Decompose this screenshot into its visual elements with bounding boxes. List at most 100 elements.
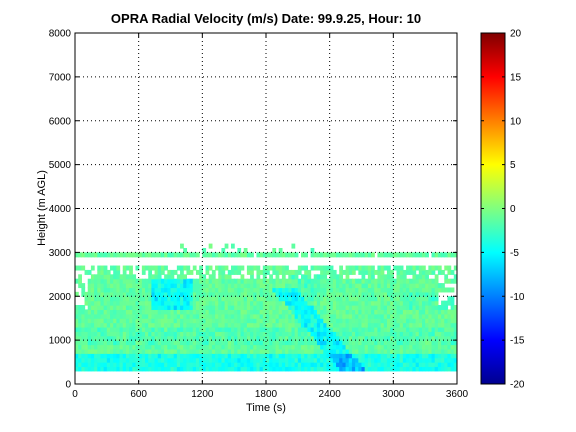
heatmap-cell: [176, 344, 181, 350]
heatmap-cell: [199, 305, 203, 311]
heatmap-cell: [250, 305, 254, 311]
heatmap-cell: [355, 283, 359, 289]
heatmap-cell: [301, 309, 305, 315]
heatmap-cell: [141, 269, 146, 275]
heatmap-cell: [259, 269, 264, 275]
heatmap-cell: [406, 340, 410, 346]
heatmap-cell: [342, 362, 347, 368]
heatmap-cell: [227, 274, 232, 280]
heatmap-cell: [253, 322, 258, 328]
heatmap-cell: [186, 278, 191, 284]
heatmap-cell: [291, 269, 296, 275]
heatmap-cell: [367, 326, 372, 332]
heatmap-cell: [437, 353, 442, 359]
heatmap-cell: [246, 305, 251, 311]
heatmap-cell: [211, 326, 216, 332]
heatmap-cell: [386, 296, 391, 302]
heatmap-cell: [402, 305, 407, 311]
heatmap-cell: [157, 278, 162, 284]
heatmap-cell: [240, 326, 245, 332]
heatmap-cell: [195, 287, 200, 293]
heatmap-cell: [444, 318, 449, 324]
heatmap-cell: [361, 283, 366, 289]
heatmap-cell: [431, 300, 436, 306]
heatmap-cell: [367, 283, 372, 289]
heatmap-cell: [262, 274, 267, 280]
heatmap-cell: [218, 305, 223, 311]
heatmap-cell: [230, 269, 235, 275]
heatmap-cell: [262, 335, 267, 341]
heatmap-cell: [145, 366, 149, 372]
heatmap-cell: [253, 265, 258, 271]
heatmap-cell: [84, 366, 89, 372]
heatmap-cell: [348, 362, 353, 368]
heatmap-cell: [301, 278, 305, 284]
heatmap-cell: [106, 296, 111, 302]
heatmap-cell: [316, 309, 321, 315]
heatmap-cell: [431, 269, 436, 275]
heatmap-cell: [450, 309, 455, 315]
heatmap-cell: [167, 340, 172, 346]
heatmap-cell: [103, 265, 108, 271]
heatmap-cell: [434, 296, 439, 302]
heatmap-cell: [211, 366, 216, 372]
heatmap-cell: [202, 313, 207, 319]
heatmap-cell: [243, 366, 248, 372]
heatmap-cell: [237, 353, 242, 359]
heatmap-cell: [402, 252, 407, 258]
heatmap-cell: [234, 287, 238, 293]
heatmap-cell: [320, 287, 324, 293]
heatmap-cell: [297, 331, 302, 337]
heatmap-cell: [275, 313, 280, 319]
heatmap-cell: [409, 287, 414, 293]
heatmap-cell: [192, 305, 197, 311]
heatmap-cell: [100, 265, 105, 271]
heatmap-cell: [450, 318, 455, 324]
heatmap-cell: [106, 322, 111, 328]
heatmap-cell: [195, 252, 200, 258]
heatmap-cell: [119, 309, 124, 315]
heatmap-cell: [307, 274, 312, 280]
heatmap-cell: [441, 362, 445, 368]
heatmap-cell: [288, 252, 293, 258]
heatmap-cell: [208, 326, 213, 332]
heatmap-cell: [409, 300, 414, 306]
heatmap-cell: [208, 318, 213, 324]
heatmap-cell: [103, 291, 108, 297]
heatmap-cell: [374, 348, 379, 354]
heatmap-cell: [441, 340, 445, 346]
heatmap-cell: [291, 362, 296, 368]
heatmap-cell: [412, 300, 417, 306]
heatmap-cell: [160, 366, 165, 372]
heatmap-cell: [259, 309, 264, 315]
heatmap-cell: [361, 300, 366, 306]
heatmap-cell: [100, 278, 105, 284]
heatmap-cell: [125, 353, 130, 359]
heatmap-cell: [386, 269, 391, 275]
heatmap-cell: [113, 322, 117, 328]
heatmap-cell: [418, 335, 423, 341]
heatmap-cell: [396, 291, 401, 297]
heatmap-cell: [110, 291, 114, 297]
heatmap-cell: [453, 326, 457, 332]
heatmap-cell: [145, 265, 149, 271]
heatmap-cell: [180, 296, 184, 302]
heatmap-cell: [348, 357, 353, 363]
heatmap-cell: [173, 296, 178, 302]
heatmap-cell: [110, 296, 114, 302]
heatmap-cell: [396, 348, 401, 354]
heatmap-cell: [383, 278, 388, 284]
heatmap-cell: [151, 313, 156, 319]
heatmap-cell: [294, 313, 299, 319]
heatmap-cell: [256, 296, 261, 302]
heatmap-cell: [90, 318, 95, 324]
heatmap-cell: [313, 322, 318, 328]
colorbar-tick-label: -5: [510, 248, 519, 259]
heatmap-cell: [259, 287, 264, 293]
heatmap-cell: [116, 296, 121, 302]
heatmap-cell: [221, 348, 226, 354]
heatmap-cell: [323, 300, 328, 306]
heatmap-cell: [393, 362, 398, 368]
heatmap-cell: [272, 366, 277, 372]
heatmap-cell: [170, 287, 175, 293]
